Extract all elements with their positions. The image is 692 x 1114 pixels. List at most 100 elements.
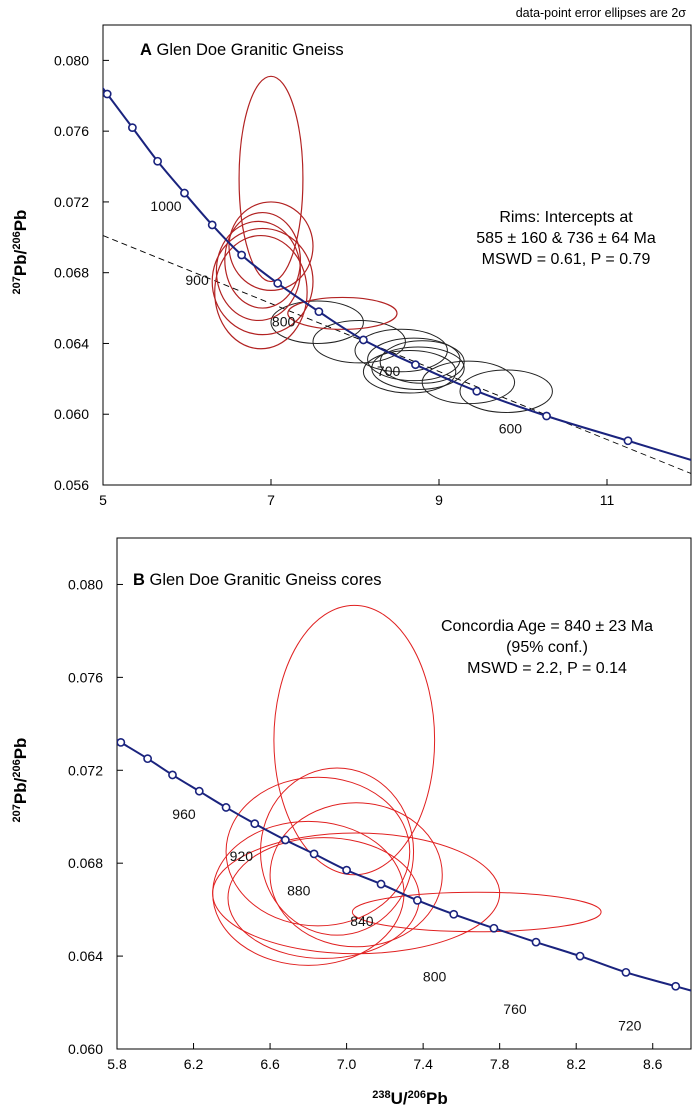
x-axis-title-sup1: 238 <box>372 1089 390 1101</box>
stats-annotation-line: Rims: Intercepts at <box>499 209 633 226</box>
x-tick-label: 7.0 <box>337 1056 357 1072</box>
concordia-age-label: 800 <box>423 969 447 985</box>
y-axis-title-a-sup1: 207 <box>11 276 23 294</box>
core-error-ellipse <box>238 75 304 283</box>
y-tick-label: 0.068 <box>68 855 103 871</box>
y-tick-label: 0.064 <box>68 948 103 964</box>
concordia-age-marker <box>542 411 551 421</box>
concordia-age-marker <box>358 335 368 345</box>
panel-b: 5.8 6.2 6.6 7.0 7.4 7.8 8.2 8.6 0.060 0.064 0.068 0… <box>68 537 692 1072</box>
y-tick-label: 0.056 <box>54 477 89 493</box>
rim-error-ellipse <box>312 319 406 364</box>
stats-annotation-line: MSWD = 2.2, P = 0.14 <box>467 660 627 677</box>
concordia-age-marker <box>449 909 459 919</box>
x-tick-label: 9 <box>435 492 443 508</box>
concordia-age-marker <box>250 819 260 829</box>
y-axis-title-a-sup2: 206 <box>11 231 23 249</box>
x-tick-label: 6.6 <box>260 1056 280 1072</box>
stats-annotation-line: (95% conf.) <box>506 639 588 656</box>
plot-area <box>117 604 691 992</box>
concordia-curve <box>103 86 691 461</box>
error-ellipse-note: data-point error ellipses are 2σ <box>516 6 687 20</box>
concordia-age-label: 760 <box>503 1001 527 1017</box>
core-error-ellipse <box>273 604 436 876</box>
concordia-age-marker <box>207 220 217 230</box>
core-error-ellipse <box>215 220 301 322</box>
rim-error-ellipse <box>270 300 364 344</box>
y-axis-title-b-sup1: 207 <box>11 804 23 822</box>
x-axis-title: 238U/206Pb <box>372 1089 447 1108</box>
x-tick-label: 5.8 <box>107 1056 127 1072</box>
y-tick-label: 0.080 <box>54 52 89 68</box>
core-error-ellipse <box>228 201 314 291</box>
concordia-age-marker <box>412 895 422 905</box>
rim-error-ellipse <box>362 350 457 394</box>
concordia-curve <box>117 738 691 992</box>
concordia-age-label: 1000 <box>150 198 181 214</box>
core-error-ellipse <box>260 767 415 936</box>
concordia-age-marker <box>376 879 386 889</box>
x-tick-label: 8.6 <box>643 1056 663 1072</box>
x-axis-title-main: U/ <box>391 1089 408 1108</box>
core-error-ellipse <box>269 802 443 948</box>
concordia-age-marker <box>623 436 633 446</box>
y-axis-title-a-mid: Pb/ <box>11 249 30 276</box>
x-tick-label: 5 <box>99 492 107 508</box>
concordia-age-label: 800 <box>272 314 296 330</box>
concordia-age-label: 720 <box>618 1017 642 1033</box>
core-error-ellipse <box>287 296 398 330</box>
plot-frame <box>116 537 692 1050</box>
x-tick-label: 7.8 <box>490 1056 510 1072</box>
concordia-age-marker <box>127 123 137 133</box>
stats-annotation-line: Concordia Age = 840 ± 23 Ma <box>441 618 653 635</box>
concordia-age-marker <box>153 156 162 166</box>
y-tick-label: 0.064 <box>54 335 89 351</box>
panel-title-text: Glen Doe Granitic Gneiss <box>152 41 344 59</box>
y-axis-title-a: 207Pb/206Pb <box>11 210 30 295</box>
plot-area <box>103 75 691 474</box>
y-axis-title-b: 207Pb/206Pb <box>11 738 30 823</box>
concordia-age-marker <box>575 951 585 961</box>
core-error-ellipse <box>214 234 308 350</box>
concordia-age-label: 960 <box>172 806 196 822</box>
concordia-age-marker <box>671 981 681 991</box>
x-tick-label: 7 <box>267 492 275 508</box>
y-tick-label: 0.060 <box>68 1041 103 1057</box>
y-tick-label: 0.076 <box>68 669 103 685</box>
x-tick-label: 8.2 <box>566 1056 586 1072</box>
concordia-age-label: 920 <box>230 848 254 864</box>
concordia-age-marker <box>117 738 126 747</box>
panel-title-text: Glen Doe Granitic Gneiss cores <box>145 571 382 589</box>
rim-error-ellipse <box>459 369 553 413</box>
concordia-age-marker <box>221 803 231 812</box>
panel-title: A Glen Doe Granitic Gneiss <box>140 41 344 59</box>
rim-error-ellipse <box>371 346 465 390</box>
y-tick-label: 0.060 <box>54 406 89 422</box>
concordia-age-label: 900 <box>185 272 209 288</box>
concordia-age-marker <box>314 307 324 317</box>
concordia-age-marker <box>621 967 631 977</box>
concordia-age-marker <box>194 786 204 796</box>
concordia-age-label: 840 <box>350 913 374 929</box>
stats-annotation-line: 585 ± 160 & 736 ± 64 Ma <box>476 230 656 247</box>
y-axis-title-b-sup2: 206 <box>11 759 23 777</box>
concordia-age-marker <box>103 89 112 99</box>
y-tick-label: 0.072 <box>68 762 103 778</box>
y-axis-title-b-end: Pb <box>11 738 30 760</box>
concordia-age-marker <box>168 770 177 780</box>
core-error-ellipse <box>212 832 501 955</box>
panel-title: B Glen Doe Granitic Gneiss cores <box>133 571 382 589</box>
concordia-age-marker <box>411 360 420 370</box>
stats-annotation-line: MSWD = 0.61, P = 0.79 <box>482 251 651 268</box>
concordia-age-marker <box>273 278 283 288</box>
panel-a: 5 7 9 11 0.056 0.060 0.064 0.068 0.072 0.076 0.080… <box>54 24 692 508</box>
x-axis-title-end: Pb <box>426 1089 448 1108</box>
concordia-age-marker <box>489 923 499 933</box>
concordia-age-label: 880 <box>287 883 311 899</box>
core-error-ellipse <box>211 227 314 336</box>
y-tick-label: 0.080 <box>68 576 103 592</box>
concordia-age-marker <box>143 754 153 764</box>
x-tick-label: 11 <box>600 492 615 508</box>
concordia-age-marker <box>309 849 319 859</box>
